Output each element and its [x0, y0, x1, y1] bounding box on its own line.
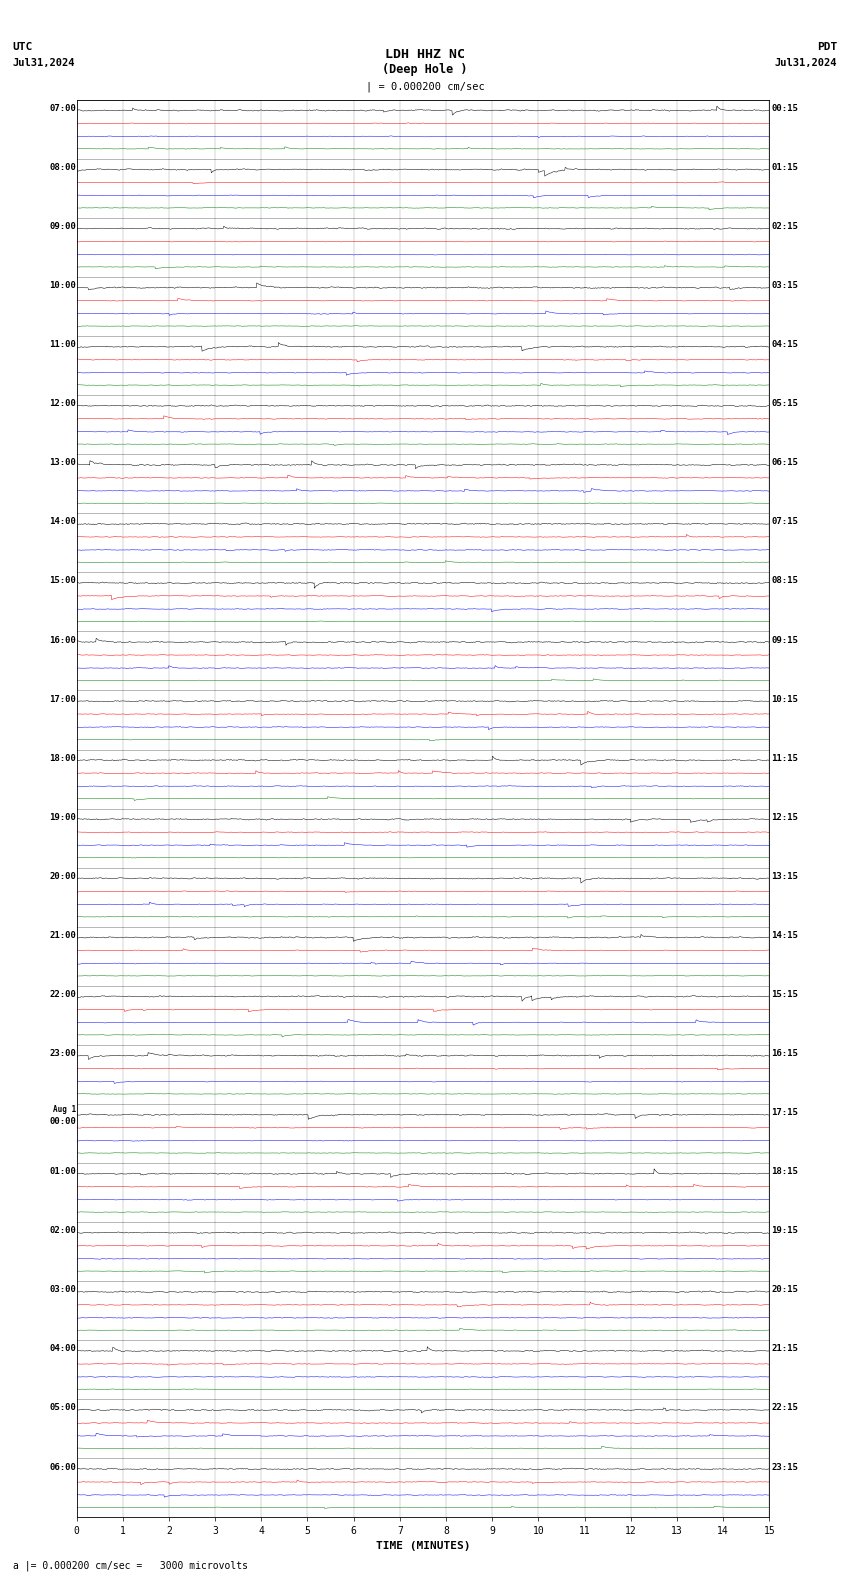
Text: 06:00: 06:00 [49, 1462, 76, 1472]
Text: 16:00: 16:00 [49, 635, 76, 645]
Text: 08:15: 08:15 [772, 577, 798, 586]
Text: 12:00: 12:00 [49, 399, 76, 409]
Text: 07:15: 07:15 [772, 518, 798, 526]
Text: 16:15: 16:15 [772, 1049, 798, 1058]
Text: 22:15: 22:15 [772, 1403, 798, 1413]
Text: 09:15: 09:15 [772, 635, 798, 645]
Text: 09:00: 09:00 [49, 222, 76, 231]
Text: LDH HHZ NC: LDH HHZ NC [385, 48, 465, 60]
Text: a |= 0.000200 cm/sec =   3000 microvolts: a |= 0.000200 cm/sec = 3000 microvolts [13, 1560, 247, 1571]
Text: 05:00: 05:00 [49, 1403, 76, 1413]
Text: PDT: PDT [817, 43, 837, 52]
Text: 23:15: 23:15 [772, 1462, 798, 1472]
Text: 07:00: 07:00 [49, 105, 76, 112]
Text: UTC: UTC [13, 43, 33, 52]
Text: Jul31,2024: Jul31,2024 [13, 59, 76, 68]
Text: Aug 1: Aug 1 [53, 1106, 76, 1114]
Text: 15:15: 15:15 [772, 990, 798, 1000]
Text: 10:00: 10:00 [49, 280, 76, 290]
Text: 21:15: 21:15 [772, 1345, 798, 1353]
Text: 23:00: 23:00 [49, 1049, 76, 1058]
Text: 03:15: 03:15 [772, 280, 798, 290]
Text: 12:15: 12:15 [772, 813, 798, 822]
Text: 06:15: 06:15 [772, 458, 798, 467]
Text: 20:15: 20:15 [772, 1285, 798, 1294]
Text: 14:00: 14:00 [49, 518, 76, 526]
Text: 02:15: 02:15 [772, 222, 798, 231]
Text: 04:15: 04:15 [772, 341, 798, 348]
Text: 01:00: 01:00 [49, 1167, 76, 1177]
Text: 17:15: 17:15 [772, 1109, 798, 1117]
Text: 13:15: 13:15 [772, 871, 798, 881]
Text: 19:15: 19:15 [772, 1226, 798, 1236]
Text: 18:15: 18:15 [772, 1167, 798, 1177]
Text: (Deep Hole ): (Deep Hole ) [382, 63, 468, 76]
Text: 04:00: 04:00 [49, 1345, 76, 1353]
Text: 11:15: 11:15 [772, 754, 798, 763]
Text: 13:00: 13:00 [49, 458, 76, 467]
Text: 00:15: 00:15 [772, 105, 798, 112]
Text: 18:00: 18:00 [49, 754, 76, 763]
Text: 14:15: 14:15 [772, 931, 798, 939]
Text: 19:00: 19:00 [49, 813, 76, 822]
Text: 11:00: 11:00 [49, 341, 76, 348]
Text: 00:00: 00:00 [49, 1117, 76, 1126]
Text: 03:00: 03:00 [49, 1285, 76, 1294]
X-axis label: TIME (MINUTES): TIME (MINUTES) [376, 1541, 470, 1551]
Text: 02:00: 02:00 [49, 1226, 76, 1236]
Text: 22:00: 22:00 [49, 990, 76, 1000]
Text: Jul31,2024: Jul31,2024 [774, 59, 837, 68]
Text: 05:15: 05:15 [772, 399, 798, 409]
Text: 21:00: 21:00 [49, 931, 76, 939]
Text: 17:00: 17:00 [49, 695, 76, 703]
Text: 15:00: 15:00 [49, 577, 76, 586]
Text: 01:15: 01:15 [772, 163, 798, 173]
Text: 20:00: 20:00 [49, 871, 76, 881]
Text: 10:15: 10:15 [772, 695, 798, 703]
Text: | = 0.000200 cm/sec: | = 0.000200 cm/sec [366, 81, 484, 92]
Text: 08:00: 08:00 [49, 163, 76, 173]
